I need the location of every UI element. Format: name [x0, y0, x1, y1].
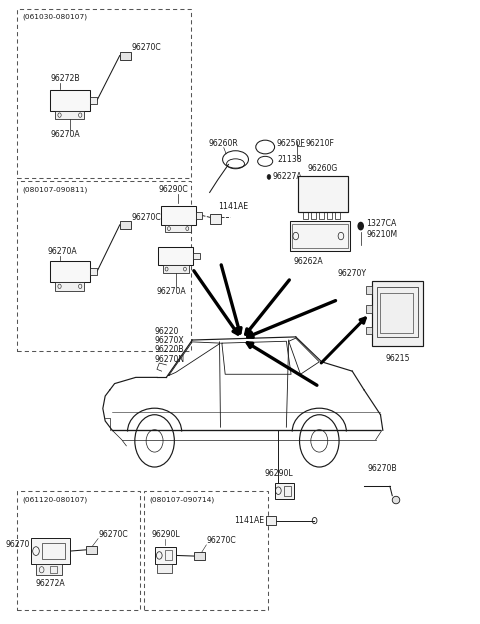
- Bar: [163, 265, 189, 273]
- Bar: [381, 293, 413, 333]
- Text: 96272B: 96272B: [50, 74, 80, 83]
- Text: 96270A: 96270A: [50, 130, 80, 139]
- Bar: [50, 90, 90, 110]
- Bar: [36, 564, 62, 575]
- Bar: [319, 212, 324, 218]
- Text: 96290L: 96290L: [265, 469, 294, 477]
- Bar: [193, 253, 200, 259]
- Bar: [55, 110, 84, 119]
- Bar: [292, 224, 348, 248]
- Bar: [366, 286, 372, 294]
- Bar: [161, 207, 195, 225]
- Bar: [55, 282, 84, 291]
- Bar: [17, 181, 192, 351]
- Bar: [86, 546, 97, 554]
- Text: 96215: 96215: [385, 354, 409, 363]
- Text: 96220B: 96220B: [155, 345, 184, 354]
- Text: 96260R: 96260R: [209, 139, 239, 148]
- Bar: [366, 327, 372, 334]
- Text: 96260G: 96260G: [308, 163, 338, 172]
- Text: 96270A: 96270A: [48, 247, 77, 256]
- Text: 96272A: 96272A: [35, 579, 65, 588]
- Bar: [335, 212, 340, 218]
- Bar: [42, 543, 65, 559]
- Bar: [275, 482, 294, 499]
- Text: 96270C: 96270C: [132, 213, 162, 222]
- Text: (080107-090714): (080107-090714): [149, 496, 214, 503]
- Bar: [157, 564, 172, 573]
- Text: 96210F: 96210F: [305, 139, 334, 149]
- Bar: [284, 485, 290, 495]
- Text: 1141AE: 1141AE: [218, 202, 248, 210]
- Text: 96290L: 96290L: [151, 530, 180, 539]
- Text: 96262A: 96262A: [294, 256, 324, 266]
- Bar: [120, 221, 131, 229]
- Text: 21138: 21138: [277, 155, 301, 164]
- Text: 96270B: 96270B: [368, 464, 397, 472]
- Bar: [90, 268, 97, 275]
- Text: 96270C: 96270C: [132, 44, 162, 52]
- Bar: [165, 550, 172, 560]
- Ellipse shape: [392, 496, 400, 504]
- Bar: [210, 213, 221, 224]
- Bar: [155, 547, 176, 564]
- Bar: [50, 261, 90, 282]
- Text: 96270A: 96270A: [156, 287, 186, 296]
- Text: 96290C: 96290C: [158, 185, 188, 193]
- Bar: [17, 491, 141, 610]
- Circle shape: [267, 174, 271, 179]
- Bar: [50, 566, 57, 573]
- Text: 96220: 96220: [155, 326, 179, 336]
- Text: 96270C: 96270C: [206, 536, 236, 545]
- Bar: [377, 287, 418, 337]
- Bar: [17, 9, 192, 178]
- Bar: [265, 516, 276, 525]
- Text: 96270C: 96270C: [98, 530, 128, 539]
- Bar: [195, 212, 202, 218]
- Bar: [31, 538, 70, 564]
- Bar: [290, 221, 350, 251]
- Text: 1141AE: 1141AE: [234, 516, 264, 525]
- Text: 96270: 96270: [5, 540, 29, 548]
- Text: (080107-090811): (080107-090811): [22, 186, 87, 193]
- Bar: [298, 176, 348, 212]
- Bar: [165, 225, 191, 233]
- Bar: [90, 97, 97, 104]
- Text: (061030-080107): (061030-080107): [22, 14, 87, 20]
- Text: 96227A: 96227A: [273, 172, 302, 182]
- Circle shape: [358, 222, 364, 230]
- Text: 96270X: 96270X: [155, 336, 184, 345]
- Bar: [303, 212, 309, 218]
- Bar: [144, 491, 267, 610]
- Bar: [327, 212, 333, 218]
- Text: 96270N: 96270N: [155, 354, 185, 364]
- Text: 96250F: 96250F: [277, 139, 306, 149]
- Text: 96270Y: 96270Y: [337, 270, 366, 278]
- Bar: [158, 246, 193, 265]
- Bar: [311, 212, 316, 218]
- Text: 1327CA: 1327CA: [366, 219, 396, 228]
- Bar: [194, 552, 205, 560]
- Bar: [372, 281, 423, 346]
- Text: 96210M: 96210M: [366, 230, 397, 239]
- Text: (061120-080107): (061120-080107): [22, 496, 87, 503]
- Bar: [366, 305, 372, 313]
- Bar: [120, 52, 131, 60]
